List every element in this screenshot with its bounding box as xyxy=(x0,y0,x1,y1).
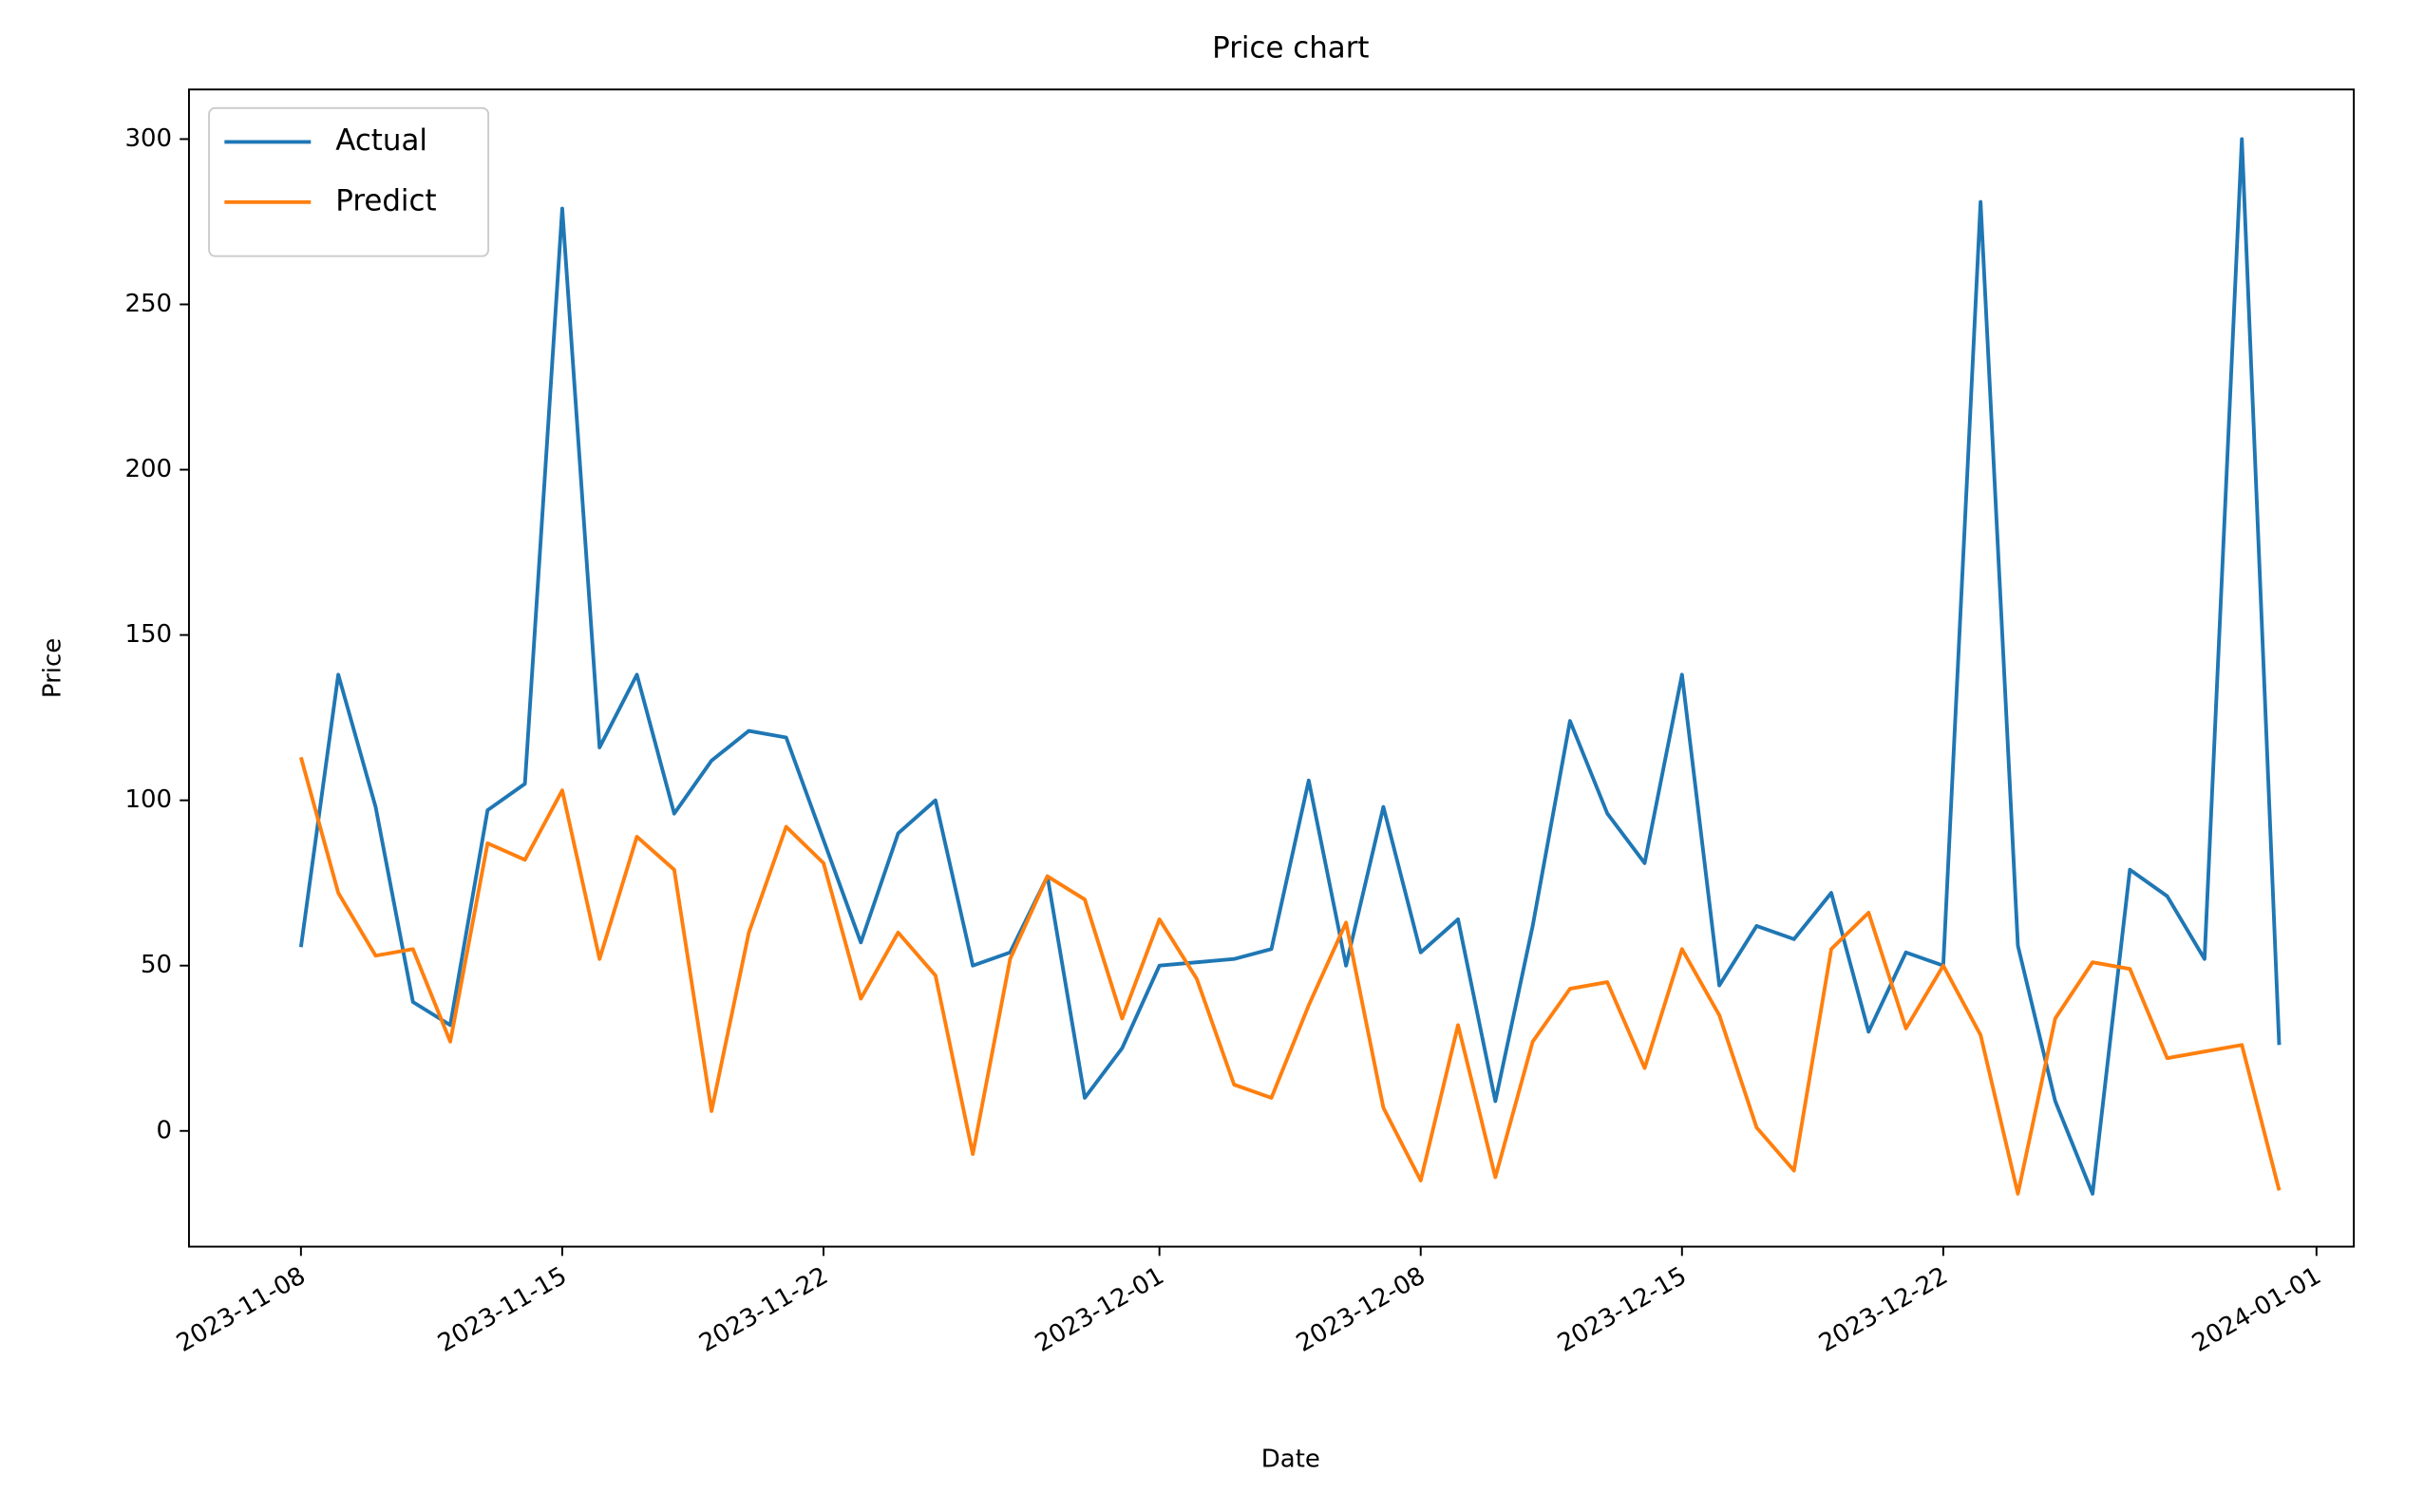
y-tick-label: 300 xyxy=(124,124,172,153)
y-axis-label: Price xyxy=(39,638,67,698)
y-tick-label: 100 xyxy=(124,785,172,814)
x-tick-label: 2023-12-01 xyxy=(1031,1261,1169,1357)
x-axis-label: Date xyxy=(1261,1445,1320,1473)
x-tick-label: 2023-12-22 xyxy=(1814,1261,1953,1357)
x-tick-label: 2023-11-22 xyxy=(694,1261,833,1357)
y-tick-label: 50 xyxy=(141,951,172,979)
legend-box xyxy=(208,106,490,257)
legend-label: Predict xyxy=(335,183,436,217)
y-tick-label: 0 xyxy=(157,1116,173,1144)
plot-frame xyxy=(187,88,2356,1248)
line-series xyxy=(298,756,2282,1196)
line-series xyxy=(298,137,2282,1196)
x-tick-label: 2023-11-15 xyxy=(433,1261,572,1357)
x-tick-label: 2023-12-08 xyxy=(1292,1261,1430,1357)
legend-label: Actual xyxy=(335,123,427,158)
y-tick-label: 200 xyxy=(124,455,172,483)
y-tick-label: 250 xyxy=(124,290,172,318)
y-tick-label: 150 xyxy=(124,620,172,649)
chart-title: Price chart xyxy=(1212,30,1369,65)
x-tick-label: 2023-12-15 xyxy=(1553,1261,1692,1357)
x-tick-label: 2024-01-01 xyxy=(2187,1261,2326,1357)
x-tick-label: 2023-11-08 xyxy=(172,1261,311,1357)
